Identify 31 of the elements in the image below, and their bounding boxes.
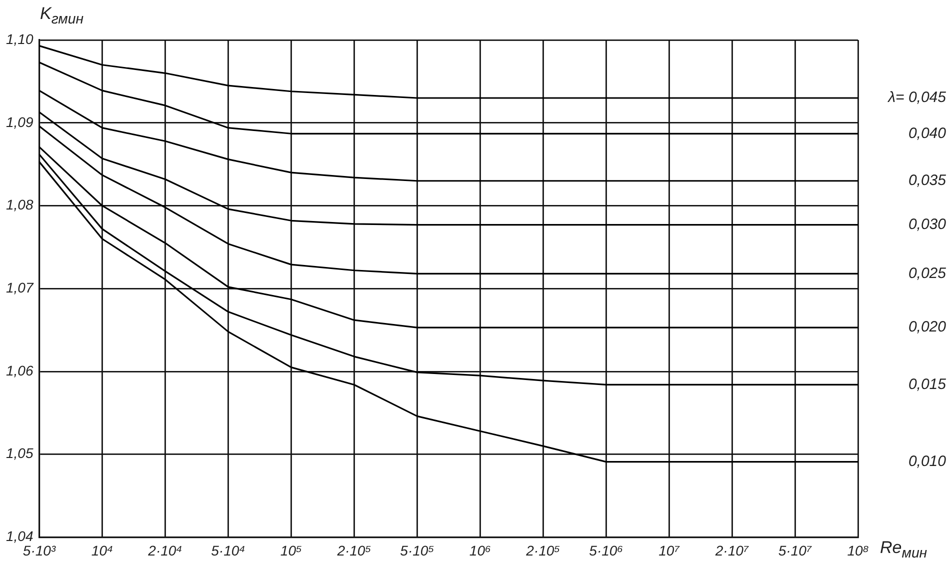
x-tick-label: 5·10⁴ xyxy=(211,542,246,558)
x-tick-label: 10⁵ xyxy=(280,542,302,558)
x-tick-label: 5·10⁵ xyxy=(400,542,434,558)
x-tick-label: 10⁶ xyxy=(469,542,491,558)
y-tick-label: 1,08 xyxy=(6,196,34,213)
x-tick-label: 10⁴ xyxy=(91,542,114,558)
x-tick-label: 2·10⁵ xyxy=(525,542,560,558)
y-tick-label: 1,06 xyxy=(6,362,34,378)
text: 0,015 xyxy=(908,376,947,393)
x-tick-label: 10⁷ xyxy=(658,542,680,558)
x-tick-label: 2·10⁴ xyxy=(147,542,182,558)
y-tick-label: 1,05 xyxy=(6,445,34,462)
text: 0,020 xyxy=(908,318,947,336)
x-tick-label: 10⁸ xyxy=(847,542,869,558)
x-tick-label: 5·10⁶ xyxy=(589,542,624,558)
text: 0,030 xyxy=(908,216,947,233)
y-tick-label: 1,09 xyxy=(6,114,34,130)
text: 0,040 xyxy=(908,124,947,142)
x-tick-label: 2·10⁷ xyxy=(714,542,750,558)
y-axis-title: K$_{гмин}$ xyxy=(40,4,84,28)
x-tick-label: 5·10⁷ xyxy=(778,542,812,558)
text: 0,035 xyxy=(908,172,947,190)
y-tick-label: 1,07 xyxy=(6,279,34,296)
x-axis-title: Re$_{мин}$ xyxy=(880,538,928,562)
y-tick-label: 1,10 xyxy=(6,30,34,47)
text: 0,010 xyxy=(908,452,947,470)
x-tick-label: 5·10³ xyxy=(22,542,56,558)
text: λ= 0,045 xyxy=(887,89,947,106)
y-tick-label: 1,04 xyxy=(6,528,34,544)
x-tick-label: 2·10⁵ xyxy=(336,542,372,558)
text: 0,025 xyxy=(908,264,947,282)
